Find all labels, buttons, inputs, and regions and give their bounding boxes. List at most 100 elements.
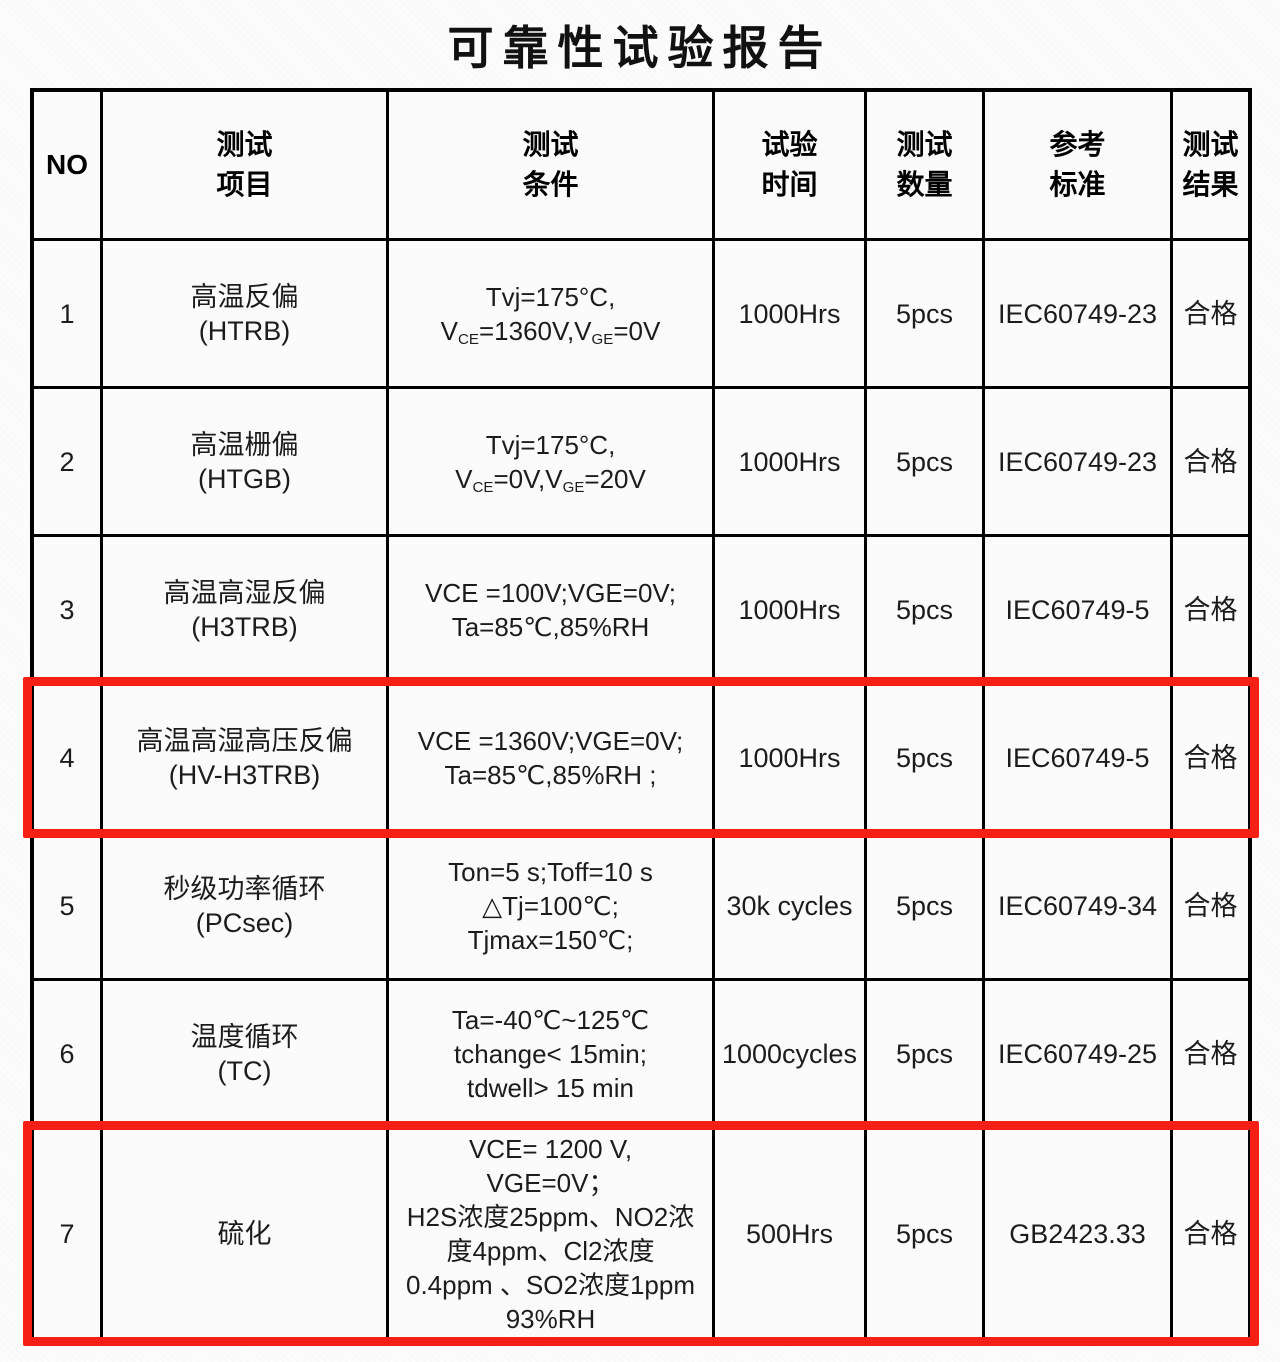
cell-qty: 5pcs [864, 537, 982, 682]
cell-line: 高温高湿反偏 [163, 577, 326, 608]
cell-item: 高温栅偏 (HTGB) [100, 389, 386, 534]
cell-line: 秒级功率循环 [163, 873, 326, 904]
cell-line: 标准 [1049, 169, 1106, 200]
cell-line: 1000cycles [721, 1038, 858, 1069]
cell-line: 0.4ppm 、SO2浓度1ppm [405, 1269, 695, 1300]
table-header-row: NO 测试 项目 测试 条件 试验 时间 测试 数量 参考 标准 测试 结果 [34, 92, 1248, 238]
cell-line: 测试 [522, 129, 579, 160]
cell-result: 合格 [1170, 389, 1248, 534]
cell-standard: GB2423.33 [982, 1129, 1170, 1338]
cell-line: 1000Hrs [738, 742, 841, 773]
cell-line: (HTRB) [198, 315, 291, 346]
cell-line: Ta=-40℃~125℃ [451, 1004, 650, 1035]
cell-line: 度4ppm、Cl2浓度 [446, 1235, 655, 1266]
cell-line: 测试 [896, 129, 953, 160]
cell-line: 测试 [216, 129, 273, 160]
cell-standard: IEC60749-5 [982, 537, 1170, 682]
header-cell-item: 测试 项目 [100, 92, 386, 238]
cell-no: 4 [34, 685, 100, 830]
cell-time: 1000Hrs [712, 537, 864, 682]
header-cell-result: 测试 结果 [1170, 92, 1248, 238]
cell-result: 合格 [1170, 537, 1248, 682]
cell-condition: VCE =1360V;VGE=0V; Ta=85℃,85%RH ; [386, 685, 712, 830]
cell-line: VCE =1360V;VGE=0V; [417, 725, 684, 756]
cell-line: 高温栅偏 [190, 429, 299, 460]
cell-line: 时间 [761, 169, 818, 200]
cell-no: 1 [34, 241, 100, 386]
cell-line: 数量 [896, 169, 953, 200]
cell-condition: VCE= 1200 V, VGE=0V； H2S浓度25ppm、NO2浓 度4ppm、… [386, 1129, 712, 1338]
cell-line: (HV-H3TRB) [168, 759, 321, 790]
cell-condition: Ton=5 s;Toff=10 s △Tj=100℃; Tjmax=150℃; [386, 833, 712, 978]
cell-line: 5pcs [895, 742, 954, 773]
cell-qty: 5pcs [864, 685, 982, 830]
cell-line: 合格 [1183, 1218, 1238, 1249]
cell-line: 5pcs [895, 298, 954, 329]
table-row: 1 高温反偏 (HTRB) Tvj=175°C, VCE=1360V,VGE=0V 100… [34, 238, 1248, 386]
cell-line: VGE=0V； [486, 1167, 615, 1198]
header-cell-cond: 测试 条件 [386, 92, 712, 238]
cell-line: 温度循环 [190, 1021, 299, 1052]
cell-result: 合格 [1170, 1129, 1248, 1338]
cell-line: 合格 [1183, 890, 1238, 921]
cell-result: 合格 [1170, 241, 1248, 386]
table-row: 3 高温高湿反偏 (H3TRB) VCE =100V;VGE=0V; Ta=85℃,85… [34, 534, 1248, 682]
table-row: 2 高温栅偏 (HTGB) Tvj=175°C, VCE=0V,VGE=20V 1000H… [34, 386, 1248, 534]
cell-line: Tvj=175°C, [485, 429, 616, 460]
cell-standard: IEC60749-25 [982, 981, 1170, 1126]
cell-line: IEC60749-5 [1005, 742, 1150, 773]
cell-condition: Tvj=175°C, VCE=1360V,VGE=0V [386, 241, 712, 386]
cell-line: 合格 [1183, 298, 1238, 329]
cell-no: 2 [34, 389, 100, 534]
cell-result: 合格 [1170, 833, 1248, 978]
cell-line: 1000Hrs [738, 298, 841, 329]
cell-no: 6 [34, 981, 100, 1126]
cell-item: 高温反偏 (HTRB) [100, 241, 386, 386]
cell-time: 1000Hrs [712, 389, 864, 534]
cell-line: Ta=85℃,85%RH ; [444, 759, 657, 790]
cell-result: 合格 [1170, 981, 1248, 1126]
cell-line: VCE =100V;VGE=0V; [425, 577, 676, 608]
cell-no: 7 [34, 1129, 100, 1338]
cell-qty: 5pcs [864, 241, 982, 386]
cell-line: VCE= 1200 V, [468, 1133, 633, 1164]
cell-item: 秒级功率循环 (PCsec) [100, 833, 386, 978]
cell-line: Ta=85℃,85%RH [451, 611, 650, 642]
cell-qty: 5pcs [864, 833, 982, 978]
cell-item: 硫化 [100, 1129, 386, 1338]
cell-time: 1000Hrs [712, 241, 864, 386]
cell-time: 1000Hrs [712, 685, 864, 830]
table-row: 4 高温高湿高压反偏 (HV-H3TRB) VCE =1360V;VGE=0V; Ta=… [23, 677, 1259, 838]
cell-line: 参考 [1049, 129, 1106, 160]
subscript: CE [458, 330, 479, 348]
cell-qty: 5pcs [864, 981, 982, 1126]
subscript: GE [562, 478, 585, 496]
cell-line: tdwell> 15 min [467, 1072, 634, 1103]
cell-line: 6 [59, 1038, 75, 1069]
cell-line: 条件 [522, 169, 579, 200]
cell-item: 高温高湿反偏 (H3TRB) [100, 537, 386, 682]
cell-line: NO [46, 149, 88, 180]
cell-standard: IEC60749-23 [982, 389, 1170, 534]
cell-line: VCE=1360V,VGE=0V [440, 315, 661, 348]
cell-item: 高温高湿高压反偏 (HV-H3TRB) [100, 685, 386, 830]
cell-standard: IEC60749-34 [982, 833, 1170, 978]
cell-line: 2 [59, 446, 75, 477]
cell-condition: Tvj=175°C, VCE=0V,VGE=20V [386, 389, 712, 534]
cell-no: 3 [34, 537, 100, 682]
cell-line: 1 [59, 298, 75, 329]
table-row: 6 温度循环 (TC) Ta=-40℃~125℃ tchange< 15min; tdwe… [34, 978, 1248, 1126]
cell-line: 4 [59, 742, 75, 773]
cell-line: 试验 [761, 129, 818, 160]
cell-line: 合格 [1183, 742, 1238, 773]
cell-standard: IEC60749-5 [982, 685, 1170, 830]
cell-condition: Ta=-40℃~125℃ tchange< 15min; tdwell> 15 mi… [386, 981, 712, 1126]
cell-line: VCE=0V,VGE=20V [455, 463, 646, 496]
cell-qty: 5pcs [864, 1129, 982, 1338]
cell-result: 合格 [1170, 685, 1248, 830]
cell-time: 500Hrs [712, 1129, 864, 1338]
cell-time: 1000cycles [712, 981, 864, 1126]
cell-line: 项目 [216, 169, 273, 200]
cell-line: IEC60749-25 [997, 1038, 1158, 1069]
cell-line: IEC60749-23 [997, 298, 1158, 329]
